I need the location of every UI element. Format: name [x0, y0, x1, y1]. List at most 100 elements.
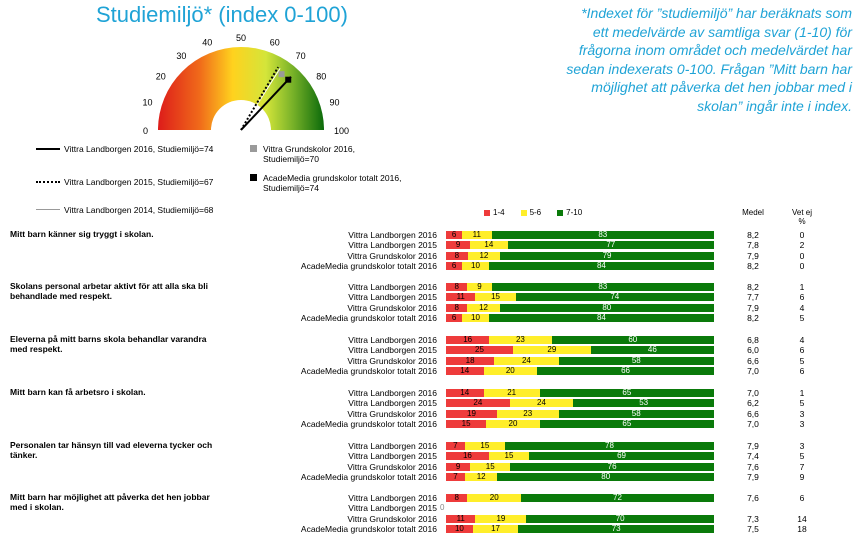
solid-line-icon — [36, 148, 60, 150]
vetej-value: 6 — [799, 365, 805, 376]
bar-segment-1-4: 16 — [446, 452, 489, 461]
stacked-bar: 18 24 58 — [446, 356, 714, 365]
stacked-bar: 25 29 46 — [446, 346, 714, 355]
gauge-tick-label: 60 — [270, 38, 280, 48]
bar-segment-7-10: 80 — [499, 303, 714, 312]
row-label: Vittra Grundskolor 2016 — [347, 355, 437, 366]
vetej-value: 4 — [799, 335, 805, 345]
medel-value: 6,2 — [747, 398, 759, 409]
bar-segment-7-10: 65 — [539, 389, 714, 397]
vetej-value: 18 — [797, 523, 807, 534]
medel-value: 8,2 — [747, 230, 759, 240]
row-label: Vittra Landborgen 2015 — [348, 345, 437, 356]
vetej-value: 1 — [799, 282, 805, 292]
row-label: Vittra Landborgen 2016 — [348, 441, 437, 451]
medel-value: 7,3 — [747, 513, 759, 524]
bar-segment-7-10: 46 — [590, 346, 714, 355]
bar-segment-7-10: 74 — [515, 293, 714, 302]
medel-value: 7,7 — [747, 292, 759, 303]
bar-segment-5-6: 10 — [462, 313, 489, 322]
vetej-value: 3 — [799, 408, 805, 419]
row-label: Vittra Grundskolor 2016 — [347, 461, 437, 472]
vetej-value: 3 — [799, 441, 805, 451]
needle-2016 — [240, 76, 292, 131]
bar-segment-7-10: 70 — [526, 514, 714, 523]
bar-segment-1-4: 11 — [446, 293, 476, 302]
bar-segment-1-4: 10 — [446, 524, 473, 533]
bar-segment-1-4: 24 — [446, 399, 510, 408]
medel-value: 6,8 — [747, 335, 759, 345]
medel-value: 6,6 — [747, 355, 759, 366]
bar-segment-7-10: 65 — [539, 419, 714, 428]
marker-vittra-grundskolor — [278, 71, 285, 78]
row-label: Vittra Landborgen 2016 — [348, 335, 437, 345]
bar-segment-7-10: 76 — [510, 462, 714, 471]
bar-segment-1-4: 18 — [446, 356, 495, 365]
legend-landborgen-2014: Vittra Landborgen 2014, Studiemiljö=68 — [36, 205, 213, 215]
bar-segment-1-4: 6 — [446, 313, 463, 322]
bar-segment-1-4: 11 — [446, 514, 476, 523]
bar-segment-1-4: 14 — [446, 366, 484, 375]
column-header-medel: Medel — [742, 208, 764, 217]
vetej-value: 5 — [799, 398, 805, 409]
bar-segment-1-4: 8 — [446, 494, 468, 502]
legend-item-1-4: 1-4 — [484, 208, 505, 217]
zero-value-label: 0 — [440, 503, 445, 513]
row-label: Vittra Landborgen 2015 — [348, 451, 437, 462]
gauge-tick-label: 80 — [316, 71, 326, 81]
bar-segment-7-10: 72 — [521, 494, 714, 502]
legend-vittra-grundskolor: Vittra Grundskolor 2016, Studiemiljö=70 — [250, 144, 370, 164]
stacked-bar: 16 15 69 — [446, 452, 714, 461]
thin-line-icon — [36, 209, 60, 210]
bar-segment-7-10: 78 — [504, 442, 714, 450]
bar-segment-7-10: 66 — [537, 366, 714, 375]
gauge-hub — [211, 100, 271, 130]
row-label: Vittra Landborgen 2016 — [348, 282, 437, 292]
bar-segment-7-10: 79 — [500, 251, 714, 260]
vetej-value: 1 — [799, 388, 805, 398]
bar-segment-7-10: 83 — [491, 283, 714, 291]
bar-segment-5-6: 23 — [489, 336, 552, 344]
gauge-tick-label: 40 — [202, 38, 212, 48]
bar-segment-5-6: 11 — [462, 231, 492, 239]
bar-segment-5-6: 12 — [467, 251, 501, 260]
question-title: Mitt barn känner sig tryggt i skolan. — [10, 229, 154, 239]
gauge-tick-label: 100 — [334, 126, 349, 136]
bar-segment-5-6: 15 — [470, 462, 511, 471]
legend-swatch — [557, 209, 564, 216]
vetej-value: 0 — [799, 250, 805, 261]
stacked-bar: 14 21 65 — [446, 389, 714, 397]
medel-value: 7,0 — [747, 418, 759, 429]
question-title: Mitt barn kan få arbetsro i skolan. — [10, 387, 146, 397]
vetej-value: 5 — [799, 451, 805, 462]
stacked-bar: 6 11 83 — [446, 231, 714, 239]
stacked-bar: 11 15 74 — [446, 293, 714, 302]
bar-segment-5-6: 15 — [488, 452, 530, 461]
bar-segment-7-10: 84 — [488, 261, 714, 270]
row-label: AcadeMedia grundskolor totalt 2016 — [300, 260, 437, 271]
row-label: AcadeMedia grundskolor totalt 2016 — [300, 312, 437, 323]
gauge-tick-label: 50 — [236, 33, 246, 43]
bar-segment-5-6: 12 — [467, 303, 500, 312]
gauge-tick-label: 70 — [296, 51, 306, 61]
vetej-value: 0 — [799, 260, 805, 271]
dotted-line-icon — [36, 181, 60, 183]
gauge-tick-label: 90 — [329, 97, 339, 107]
row-label: Vittra Landborgen 2016 — [348, 230, 437, 240]
bar-segment-1-4: 7 — [446, 472, 465, 481]
vetej-value: 2 — [799, 240, 805, 251]
stacked-bar: 11 19 70 — [446, 514, 714, 523]
vetej-value: 4 — [799, 302, 805, 313]
row-label: AcadeMedia grundskolor totalt 2016 — [300, 418, 437, 429]
black-square-icon — [250, 174, 257, 181]
bar-segment-7-10: 69 — [529, 452, 714, 461]
stacked-bar: 6 10 84 — [446, 313, 714, 322]
bar-segment-5-6: 12 — [464, 472, 498, 481]
row-label: AcadeMedia grundskolor totalt 2016 — [300, 523, 437, 534]
column-header-vetej: Vet ej % — [791, 208, 812, 226]
row-label: Vittra Landborgen 2016 — [348, 493, 437, 503]
stacked-bar: 15 20 65 — [446, 419, 714, 428]
bar-legend: 1-4 5-6 7-10 — [484, 208, 582, 217]
vetej-value: 7 — [799, 461, 805, 472]
bar-segment-1-4: 15 — [446, 419, 487, 428]
